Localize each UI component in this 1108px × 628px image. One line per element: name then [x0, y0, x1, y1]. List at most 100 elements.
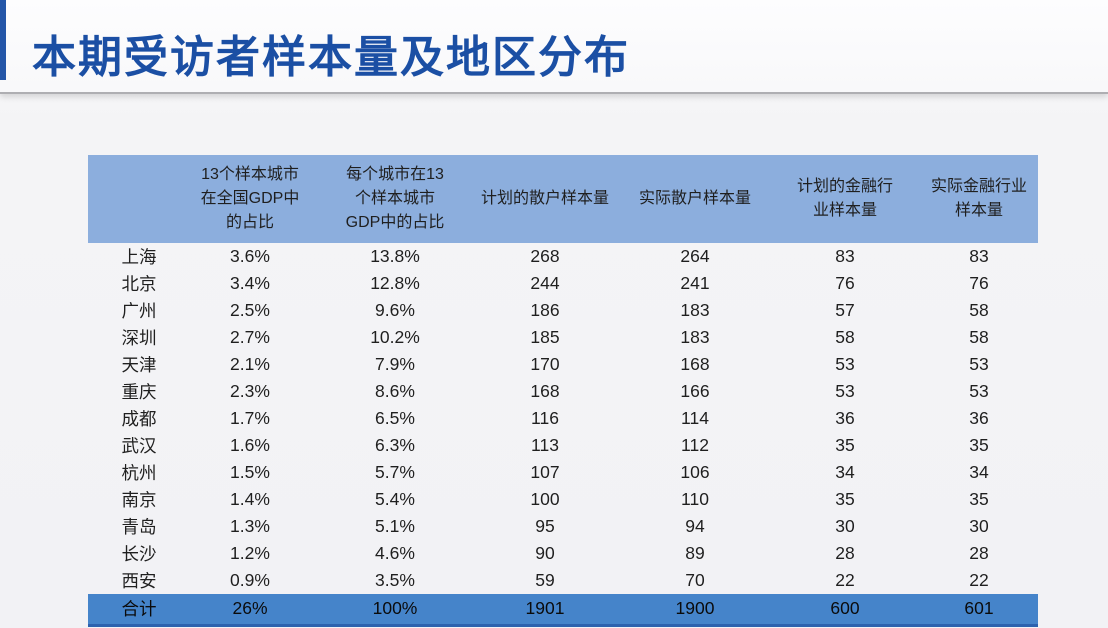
table-header: 13个样本城市 在全国GDP中 的占比 每个城市在13 个样本城市 GDP中的占…: [88, 155, 1038, 243]
value-cell: 34: [969, 462, 989, 482]
value-cell: 268: [530, 246, 560, 266]
total-gdp-city-share: 100%: [372, 598, 418, 619]
value-cell: 22: [835, 570, 855, 590]
city-cell: 西安: [121, 571, 157, 591]
header-gdp-city-share: 每个城市在13 个样本城市 GDP中的占比: [345, 166, 445, 231]
city-cell: 广州: [121, 301, 157, 321]
value-cell: 35: [835, 489, 855, 509]
value-cell: 76: [969, 273, 989, 293]
total-row: 合计 26% 100% 1901 1900 600 601: [88, 594, 1038, 625]
value-cell: 28: [969, 543, 989, 563]
header-city: [88, 155, 180, 243]
value-cell: 114: [681, 408, 709, 428]
value-cell: 6.5%: [375, 408, 415, 428]
value-cell: 58: [969, 300, 989, 320]
value-cell: 95: [535, 516, 555, 536]
value-cell: 3.6%: [230, 246, 270, 266]
value-cell: 1.6%: [230, 435, 270, 455]
value-cell: 112: [681, 435, 709, 455]
city-cell: 天津: [121, 355, 157, 375]
value-cell: 2.1%: [230, 354, 270, 374]
value-cell: 30: [835, 516, 855, 536]
city-cell: 杭州: [121, 463, 157, 483]
value-cell: 57: [835, 300, 855, 320]
value-cell: 35: [969, 489, 989, 509]
city-cell: 武汉: [121, 436, 157, 456]
value-cell: 53: [835, 381, 855, 401]
city-cell: 重庆: [121, 382, 157, 402]
table-row: 南京 1.4% 5.4% 100 110 35 35: [88, 486, 1038, 513]
value-cell: 7.9%: [375, 354, 415, 374]
city-cell: 青岛: [121, 517, 157, 537]
value-cell: 9.6%: [375, 300, 415, 320]
header-row: 13个样本城市 在全国GDP中 的占比 每个城市在13 个样本城市 GDP中的占…: [88, 155, 1038, 243]
header-actual-finance-sample: 实际金融行业 样本量: [930, 178, 1027, 219]
city-cell: 南京: [121, 490, 157, 510]
header-planned-retail-sample: 计划的散户样本量: [480, 190, 609, 207]
table-row: 成都 1.7% 6.5% 116 114 36 36: [88, 405, 1038, 432]
value-cell: 116: [531, 408, 559, 428]
value-cell: 3.5%: [375, 570, 415, 590]
page-title: 本期受访者样本量及地区分布: [32, 33, 630, 82]
value-cell: 22: [969, 570, 989, 590]
value-cell: 1.2%: [230, 543, 270, 563]
value-cell: 2.3%: [230, 381, 270, 401]
city-cell: 上海: [121, 247, 157, 267]
value-cell: 264: [680, 246, 710, 266]
table-row: 上海 3.6% 13.8% 268 264 83 83: [88, 243, 1038, 270]
value-cell: 5.4%: [375, 489, 415, 509]
value-cell: 89: [685, 543, 705, 563]
value-cell: 59: [535, 570, 555, 590]
title-accent-bar: [0, 0, 6, 80]
value-cell: 6.3%: [375, 435, 415, 455]
table-row: 深圳 2.7% 10.2% 185 183 58 58: [88, 324, 1038, 351]
value-cell: 3.4%: [230, 273, 270, 293]
value-cell: 90: [535, 543, 555, 563]
table-row: 北京 3.4% 12.8% 244 241 76 76: [88, 270, 1038, 297]
value-cell: 5.1%: [375, 516, 415, 536]
total-planned-finance: 600: [830, 598, 860, 619]
value-cell: 13.8%: [370, 246, 420, 266]
value-cell: 168: [530, 381, 560, 401]
value-cell: 110: [681, 489, 709, 509]
value-cell: 35: [835, 435, 855, 455]
table-row: 天津 2.1% 7.9% 170 168 53 53: [88, 351, 1038, 378]
value-cell: 76: [835, 273, 855, 293]
value-cell: 1.7%: [230, 408, 270, 428]
city-cell: 成都: [121, 409, 157, 429]
value-cell: 0.9%: [230, 570, 270, 590]
value-cell: 241: [680, 273, 710, 293]
header-gdp-national-share: 13个样本城市 在全国GDP中 的占比: [200, 166, 300, 231]
value-cell: 168: [680, 354, 710, 374]
value-cell: 36: [835, 408, 855, 428]
value-cell: 5.7%: [375, 462, 415, 482]
table-body: 上海 3.6% 13.8% 268 264 83 83 北京 3.4% 12.8% 244 241 76…: [88, 243, 1038, 594]
value-cell: 2.5%: [230, 300, 270, 320]
total-planned-retail: 1901: [525, 598, 565, 619]
value-cell: 53: [835, 354, 855, 374]
title-band: 本期受访者样本量及地区分布: [0, 0, 1108, 94]
header-planned-finance-sample: 计划的金融行 业样本量: [796, 178, 893, 219]
value-cell: 100: [530, 489, 560, 509]
value-cell: 53: [969, 354, 989, 374]
table-row: 杭州 1.5% 5.7% 107 106 34 34: [88, 459, 1038, 486]
total-actual-retail: 1900: [675, 598, 715, 619]
value-cell: 30: [969, 516, 989, 536]
city-cell: 深圳: [121, 328, 157, 348]
total-gdp-national-share: 26%: [232, 598, 268, 619]
value-cell: 166: [680, 381, 710, 401]
value-cell: 106: [680, 462, 710, 482]
total-actual-finance: 601: [964, 598, 994, 619]
value-cell: 53: [969, 381, 989, 401]
value-cell: 1.3%: [230, 516, 270, 536]
value-cell: 34: [835, 462, 855, 482]
value-cell: 83: [969, 246, 989, 266]
table-row: 武汉 1.6% 6.3% 113 112 35 35: [88, 432, 1038, 459]
total-label: 合计: [121, 599, 157, 620]
value-cell: 10.2%: [370, 327, 420, 347]
value-cell: 244: [530, 273, 560, 293]
header-actual-retail-sample: 实际散户样本量: [638, 190, 751, 207]
value-cell: 94: [685, 516, 705, 536]
table-row: 西安 0.9% 3.5% 59 70 22 22: [88, 567, 1038, 594]
